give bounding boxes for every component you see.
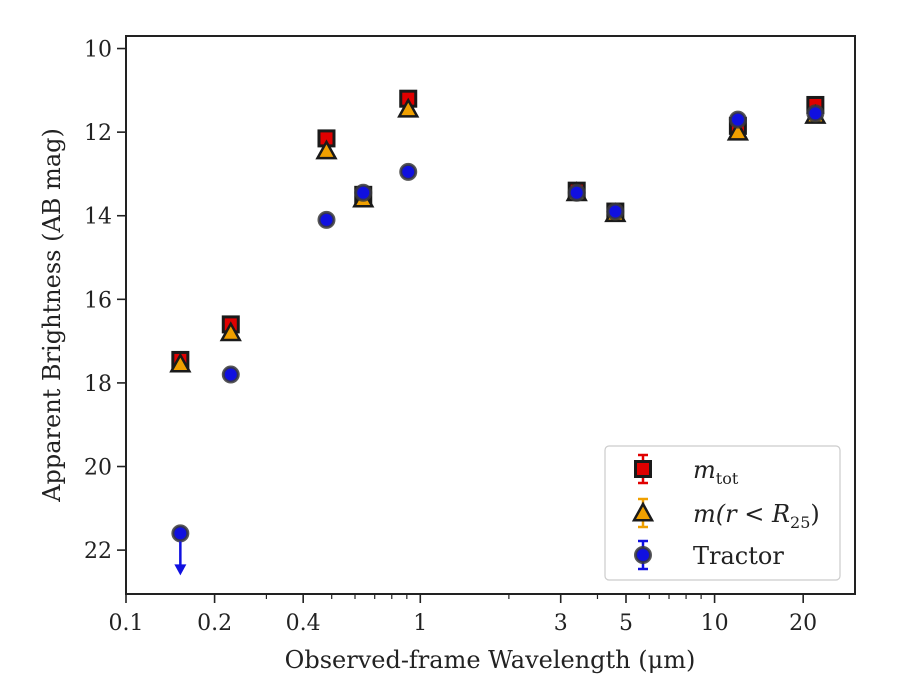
plot-frame (125, 35, 856, 595)
x-tick-label: 0.4 (286, 611, 321, 636)
triangle-marker (397, 97, 420, 118)
legend-label: m(r < R25) (693, 500, 820, 532)
y-tick-label: 10 (84, 38, 112, 63)
x-tick-label: 0.1 (109, 611, 144, 636)
axis-ticks: 0.1 0.2 0.4 1 3 5 10 20 10 12 14 16 18 20 22 (84, 38, 817, 636)
x-tick-label: 20 (789, 611, 817, 636)
y-axis-label: Apparent Brightness (AB mag) (38, 128, 66, 503)
circle-marker (317, 210, 336, 229)
triangle-marker (219, 321, 242, 342)
x-axis-label: Observed-frame Wavelength (μm) (285, 646, 696, 674)
circle-marker (606, 202, 625, 221)
y-tick-label: 18 (84, 372, 112, 397)
y-tick-label: 14 (84, 205, 112, 230)
circle-marker (221, 365, 240, 384)
circle-marker (728, 110, 747, 129)
series-circle (171, 104, 825, 576)
y-tick-label: 20 (84, 456, 112, 481)
x-tick-label: 10 (701, 611, 729, 636)
circle-marker (354, 183, 373, 202)
y-tick-label: 22 (84, 539, 112, 564)
circle-marker (171, 524, 190, 543)
x-tick-label: 0.2 (197, 611, 232, 636)
upper-limit-arrow-head (174, 564, 187, 576)
circle-marker (806, 104, 825, 123)
y-tick-label: 16 (84, 288, 112, 313)
y-tick-label: 12 (84, 121, 112, 146)
triangle-marker (315, 139, 338, 160)
square-marker (634, 460, 652, 478)
x-tick-label: 5 (619, 611, 633, 636)
triangle-marker (726, 120, 750, 141)
triangle-marker (169, 352, 192, 373)
x-tick-label: 3 (554, 611, 568, 636)
circle-marker (634, 546, 652, 564)
data-marks (169, 89, 827, 576)
circle-marker (567, 183, 586, 202)
triangle-marker (631, 501, 655, 522)
legend: mtot m(r < R25) Tractor (604, 445, 841, 581)
legend-label: mtot (693, 456, 739, 488)
legend-box (604, 445, 841, 581)
x-tick-label: 1 (413, 611, 427, 636)
circle-marker (399, 162, 418, 181)
legend-label: Tractor (693, 542, 784, 570)
